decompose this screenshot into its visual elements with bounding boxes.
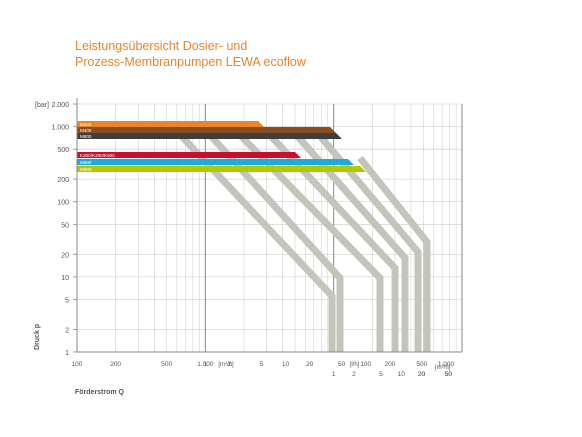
title-line-2: Prozess-Membranpumpen LEWA ecoflow <box>75 55 306 69</box>
series-label: M500 <box>80 167 92 172</box>
x-tick-label: 5 <box>260 361 264 368</box>
series-bar <box>77 121 264 127</box>
x-tick-label: 50 <box>445 371 453 378</box>
x-tick-label: 50 <box>338 361 346 368</box>
x-tick-label: 1.000 <box>197 361 214 368</box>
x-tick-label: 2 <box>228 361 232 368</box>
x-tick-label: 500 <box>161 361 172 368</box>
y-tick-label: 2 <box>65 327 69 334</box>
x-tick-label: 1 <box>332 371 336 378</box>
series-band-m500: M500 <box>77 166 366 172</box>
y-tick-label: 100 <box>57 200 69 207</box>
x-tick-label: 5 <box>379 371 383 378</box>
performance-curve <box>262 127 399 352</box>
series-label: M200 <box>80 122 92 127</box>
x-tick-label: 500 <box>416 361 427 368</box>
y-tick-label: 2.000 <box>51 102 69 109</box>
title-line-1: Leistungsübersicht Dosier- und <box>75 39 248 53</box>
y-tick-label: 10 <box>61 275 69 282</box>
x-tick-label: 100 <box>72 361 83 368</box>
series-bar <box>77 159 354 165</box>
y-axis-unit: [bar] <box>35 102 49 109</box>
x-tick-label: 1 <box>204 361 208 368</box>
x-tick-label: 1.000 <box>438 361 455 368</box>
x-axis-unit: [m³/h] <box>218 362 234 368</box>
x-axis-title: Förderstrom Q <box>75 389 125 396</box>
series-band-m800: M800 <box>77 133 342 139</box>
y-tick-label: 1.000 <box>51 125 69 132</box>
x-tick-label: 50 <box>445 371 453 378</box>
performance-curve <box>289 127 409 352</box>
series-band-m900: M900 <box>77 159 354 165</box>
y-tick-label: 20 <box>61 252 69 259</box>
x-tick-label: 100 <box>360 361 371 368</box>
series-label: K300/K200/K500 <box>80 153 115 158</box>
x-tick-label: 20 <box>418 371 426 378</box>
tick-labels: 1 2 5 10 20 50 100 200 500 1.000 2.000[bar] Druck p… <box>34 102 454 396</box>
diagonal-curves <box>167 121 431 352</box>
series-label: M800 <box>80 134 92 139</box>
y-axis-title: Druck p <box>34 324 41 350</box>
x-tick-label: 200 <box>384 361 395 368</box>
performance-curve <box>232 127 384 352</box>
chart-title: Leistungsübersicht Dosier- und Prozess-M… <box>75 38 306 70</box>
series-bar <box>77 166 366 172</box>
y-tick-label: 5 <box>65 297 69 304</box>
x-tick-label: 20 <box>306 361 314 368</box>
series-bar <box>77 152 301 158</box>
series-label: M900 <box>80 160 92 165</box>
series-band-m200: M200 <box>77 121 264 127</box>
x-tick-label: 20 <box>418 371 426 378</box>
x-axis-unit: [l/h] <box>350 362 360 368</box>
performance-curve <box>357 155 431 352</box>
performance-curve <box>167 121 336 352</box>
x-tick-label: 10 <box>282 361 290 368</box>
series-bar <box>77 133 342 139</box>
series-label: M400 <box>80 128 92 133</box>
x-axis-unit: [m³/h] <box>435 365 451 371</box>
series-bar <box>77 127 336 133</box>
x-tick-label: 2 <box>352 371 356 378</box>
performance-curve <box>317 133 422 352</box>
y-tick-label: 1 <box>65 350 69 357</box>
x-tick-label: 10 <box>398 371 406 378</box>
y-tick-label: 200 <box>57 177 69 184</box>
x-tick-label: 200 <box>110 361 121 368</box>
series-band-m400: M400 <box>77 127 336 133</box>
performance-curve <box>197 121 344 352</box>
series-band-k300-k200-k500: K300/K200/K500 <box>77 152 301 158</box>
y-tick-label: 50 <box>61 222 69 229</box>
y-tick-label: 500 <box>57 147 69 154</box>
axes <box>73 98 462 353</box>
